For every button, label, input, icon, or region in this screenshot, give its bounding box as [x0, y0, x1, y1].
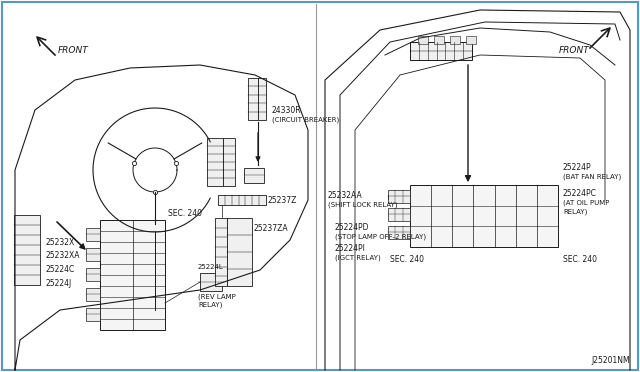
Text: FRONT: FRONT	[58, 45, 89, 55]
Text: 25224L: 25224L	[198, 264, 224, 270]
Text: 25232AA: 25232AA	[328, 190, 363, 199]
Text: (REV LAMP
RELAY): (REV LAMP RELAY)	[198, 294, 236, 308]
Bar	[244, 168, 264, 183]
Text: 25237Z: 25237Z	[268, 196, 298, 205]
Bar	[86, 248, 100, 261]
Text: 25232X: 25232X	[45, 237, 74, 247]
Bar	[86, 308, 100, 321]
Text: FRONT: FRONT	[559, 45, 590, 55]
Text: SEC. 240: SEC. 240	[390, 255, 424, 264]
Bar	[388, 190, 410, 203]
Text: RELAY): RELAY)	[563, 209, 588, 215]
Text: 25224PI: 25224PI	[335, 244, 366, 253]
Text: 25224C: 25224C	[45, 266, 74, 275]
Bar	[86, 268, 100, 281]
Bar	[466, 36, 476, 44]
Text: 25224J: 25224J	[45, 279, 71, 289]
Text: (STOP LAMP OFF-2 RELAY): (STOP LAMP OFF-2 RELAY)	[335, 234, 426, 240]
Bar	[200, 273, 222, 291]
Bar	[434, 36, 444, 44]
Text: 25224P: 25224P	[563, 163, 591, 171]
Bar	[207, 138, 223, 186]
Bar	[86, 228, 100, 241]
Text: 24330R: 24330R	[272, 106, 301, 115]
Bar	[450, 36, 460, 44]
Text: (IGCT RELAY): (IGCT RELAY)	[335, 255, 381, 261]
Bar	[248, 78, 258, 120]
Text: (BAT FAN RELAY): (BAT FAN RELAY)	[563, 174, 621, 180]
Bar	[227, 218, 252, 286]
Text: (SHIFT LOCK RELAY): (SHIFT LOCK RELAY)	[328, 202, 397, 208]
Bar	[86, 288, 100, 301]
Bar	[215, 218, 227, 286]
Text: (AT OIL PUMP: (AT OIL PUMP	[563, 200, 609, 206]
Bar	[410, 185, 558, 247]
Bar	[223, 138, 235, 186]
Text: 25224PC: 25224PC	[563, 189, 597, 198]
Text: 25224PD: 25224PD	[335, 222, 369, 231]
Bar	[388, 226, 410, 239]
Bar	[14, 215, 40, 285]
Bar	[100, 220, 165, 330]
Text: (CIRCUIT BREAKER): (CIRCUIT BREAKER)	[272, 117, 339, 123]
Bar	[258, 78, 266, 120]
Bar	[388, 208, 410, 221]
Text: SEC. 240: SEC. 240	[563, 255, 597, 264]
Text: SEC. 240: SEC. 240	[168, 209, 202, 218]
Bar	[418, 36, 428, 44]
Bar	[218, 195, 266, 205]
Text: J25201NM: J25201NM	[591, 356, 630, 365]
Text: 25232XA: 25232XA	[45, 251, 79, 260]
Text: 25237ZA: 25237ZA	[254, 224, 289, 232]
Bar	[410, 42, 472, 60]
